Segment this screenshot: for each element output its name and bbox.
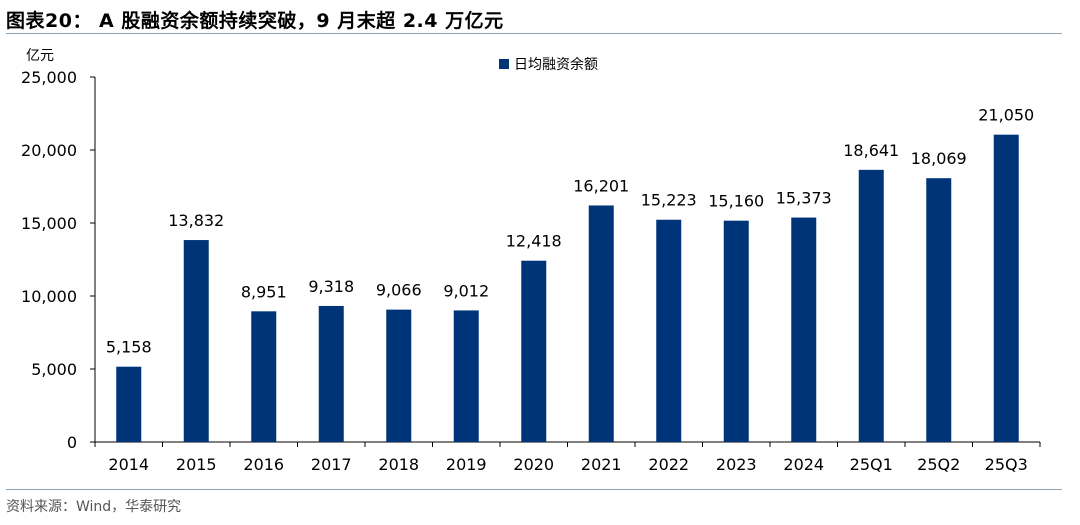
bar (183, 240, 209, 442)
y-tick-label: 25,000 (21, 68, 77, 87)
figure-title: 图表20： A 股融资余额持续突破，9 月末超 2.4 万亿元 (6, 10, 504, 32)
bottom-divider (6, 489, 1062, 490)
x-tick-label: 2018 (378, 455, 419, 474)
x-tick-label: 2022 (648, 455, 689, 474)
bar (588, 205, 614, 442)
bar-value-label: 16,201 (573, 176, 629, 195)
legend-label: 日均融资余额 (514, 56, 598, 73)
x-tick-label: 2015 (176, 455, 217, 474)
x-axis: 2014 2015 2016 2017 2018 2019 2020 2021 2022 2023… (94, 441, 1041, 474)
bar (993, 134, 1019, 443)
bar-value-label: 15,223 (641, 191, 697, 210)
bar-value-label: 9,066 (376, 281, 422, 300)
bar-value-label: 9,012 (443, 281, 489, 300)
y-tick-label: 5,000 (31, 360, 77, 379)
bar-value-label: 12,418 (506, 232, 562, 251)
bar (116, 366, 142, 442)
x-tick-label: 2024 (783, 455, 824, 474)
y-tick-label: 0 (67, 433, 77, 452)
x-tick-label: 25Q3 (985, 455, 1028, 474)
source-note: 资料来源：Wind，华泰研究 (6, 499, 182, 515)
x-tick-label: 2014 (108, 455, 149, 474)
bar-value-label: 18,641 (843, 141, 899, 160)
bar (791, 217, 817, 442)
bar-value-label: 15,160 (708, 192, 764, 211)
bar-value-label: 5,158 (106, 338, 152, 357)
bar-value-label: 8,951 (241, 282, 287, 301)
bar-value-label: 15,373 (776, 189, 832, 208)
bar-value-label: 18,069 (911, 149, 967, 168)
bar (521, 260, 547, 442)
x-tick-label: 2019 (446, 455, 487, 474)
top-divider (6, 33, 1062, 34)
bar-value-label: 21,050 (978, 106, 1034, 125)
y-tick-label: 10,000 (21, 287, 77, 306)
legend: 日均融资余额 (499, 56, 598, 73)
legend-swatch (499, 59, 509, 69)
bar-value-label: 9,318 (308, 277, 354, 296)
x-tick-label: 2017 (311, 455, 352, 474)
y-tick-label: 20,000 (21, 141, 77, 160)
x-tick-label: 25Q2 (917, 455, 960, 474)
bar (926, 178, 952, 442)
x-tick-label: 2016 (243, 455, 284, 474)
x-tick-label: 25Q1 (850, 455, 893, 474)
bar-series: 5,158 13,832 8,951 9,318 9,066 9,012 12,418 16,… (106, 106, 1034, 443)
bar (723, 220, 749, 442)
bar (318, 305, 344, 442)
bar-value-label: 13,832 (168, 211, 224, 230)
bar (858, 169, 884, 442)
bar (453, 310, 479, 442)
x-tick-label: 2023 (716, 455, 757, 474)
bar (251, 311, 277, 442)
y-tick-label: 15,000 (21, 214, 77, 233)
bar (656, 219, 682, 442)
y-axis-unit-label: 亿元 (26, 48, 54, 64)
x-tick-label: 2021 (581, 455, 622, 474)
bar (386, 309, 412, 442)
y-axis: 0 5,000 10,000 15,000 20,000 25,000 (21, 68, 96, 452)
x-tick-label: 2020 (513, 455, 554, 474)
